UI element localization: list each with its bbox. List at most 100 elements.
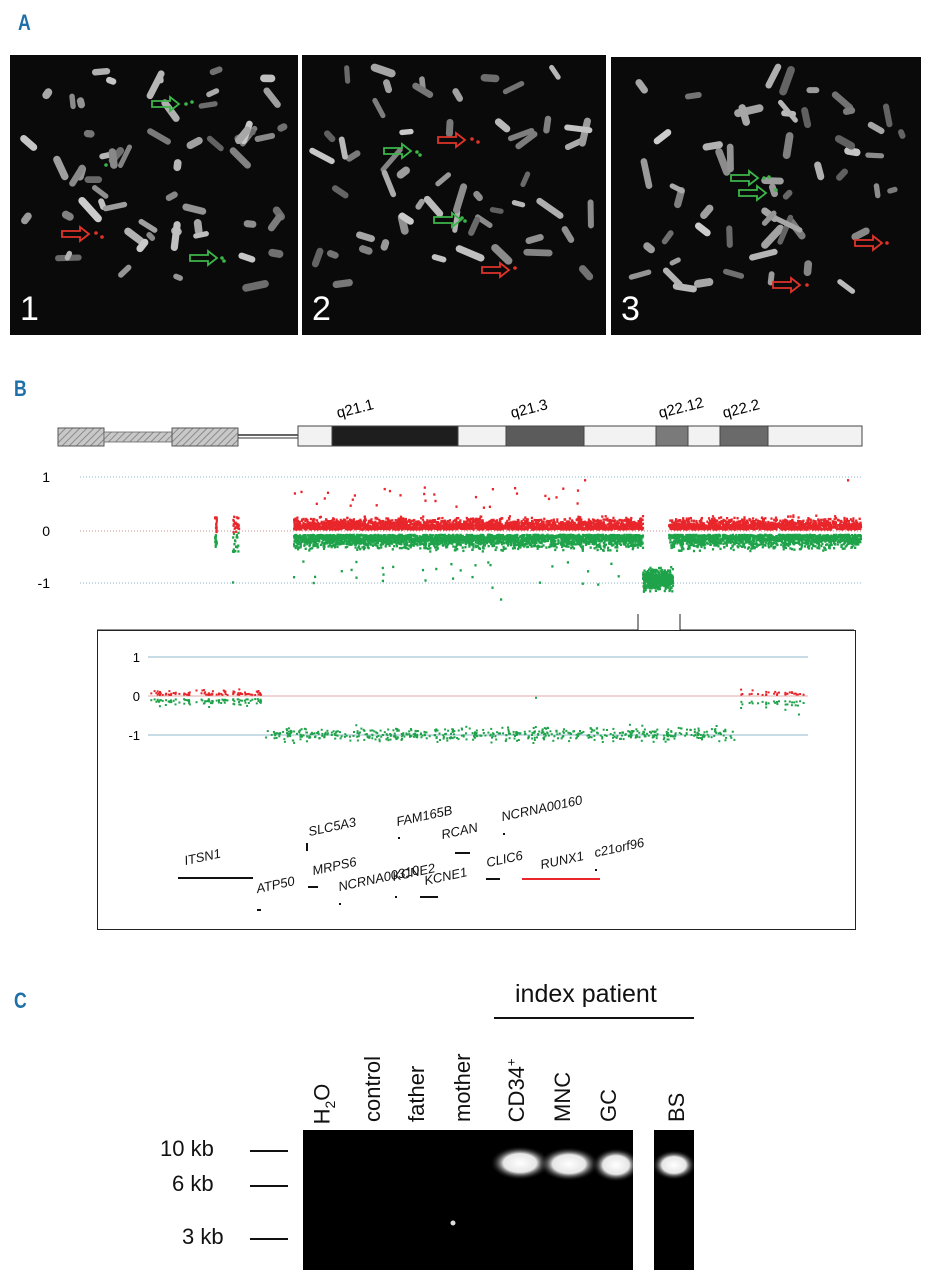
data-point <box>299 542 302 546</box>
data-point <box>235 534 238 537</box>
data-point <box>429 547 432 550</box>
data-point <box>439 525 443 529</box>
chromosome <box>502 81 525 95</box>
data-point <box>528 543 531 547</box>
data-point <box>618 538 621 541</box>
data-point <box>533 525 536 529</box>
data-point <box>615 524 618 528</box>
chromosome <box>206 88 220 98</box>
data-point <box>536 533 539 537</box>
data-point <box>379 522 382 525</box>
data-point <box>399 526 403 530</box>
chromosome <box>494 118 511 133</box>
data-point <box>627 543 630 546</box>
data-point <box>487 525 490 528</box>
data-point <box>428 544 431 548</box>
data-point <box>571 534 574 538</box>
data-point <box>504 521 507 525</box>
data-point <box>548 521 551 524</box>
red-arrow <box>61 225 91 243</box>
data-point <box>461 536 464 540</box>
data-point <box>413 542 416 546</box>
data-point <box>475 526 478 529</box>
data-point <box>629 524 632 527</box>
data-point <box>346 545 349 548</box>
data-point <box>481 539 484 542</box>
data-point <box>489 541 492 544</box>
chromosome <box>344 65 351 84</box>
data-point <box>324 542 327 545</box>
data-point <box>570 522 573 525</box>
data-point <box>598 544 601 547</box>
data-point <box>520 521 524 524</box>
data-point <box>520 544 523 547</box>
data-point <box>572 538 575 541</box>
data-point <box>520 536 523 540</box>
panel-b-letter: B <box>14 376 27 401</box>
data-point <box>358 541 361 545</box>
data-point <box>479 525 482 528</box>
data-point <box>595 544 598 547</box>
data-point <box>350 519 353 522</box>
green-arrow <box>189 249 219 267</box>
chromosome <box>489 207 504 214</box>
chromosome <box>412 82 434 98</box>
data-point <box>531 526 534 529</box>
data-point <box>436 521 439 524</box>
data-point <box>351 540 354 543</box>
data-point <box>348 538 351 541</box>
data-point <box>457 543 460 546</box>
data-point <box>441 516 444 520</box>
chromosome <box>715 147 731 176</box>
data-point <box>433 520 436 524</box>
data-point <box>451 533 454 537</box>
data-point <box>487 544 490 548</box>
data-point <box>508 515 511 518</box>
data-point <box>566 520 569 523</box>
data-point <box>328 535 331 539</box>
chromosome <box>842 106 856 115</box>
data-point <box>215 522 218 526</box>
data-point <box>501 540 504 544</box>
chromosome <box>21 212 32 225</box>
band-q22-2 <box>719 425 769 447</box>
data-point <box>317 538 320 541</box>
data-point <box>628 519 632 522</box>
data-point <box>606 536 609 539</box>
data-point <box>356 548 359 551</box>
data-point <box>335 518 338 521</box>
chromosome <box>380 239 390 251</box>
data-point <box>499 539 502 542</box>
data-point <box>410 527 413 530</box>
data-point <box>497 537 500 540</box>
data-point <box>540 528 543 531</box>
data-point <box>336 526 339 529</box>
data-point <box>303 527 306 530</box>
data-point <box>437 517 440 520</box>
chromosome <box>383 79 393 94</box>
chromosome <box>782 189 793 200</box>
data-point <box>485 528 489 531</box>
green-signal <box>774 188 778 192</box>
chromosome <box>146 70 165 100</box>
chromosome <box>640 158 653 189</box>
chromosome <box>209 66 223 76</box>
data-point <box>409 546 412 549</box>
chromosome <box>138 218 158 233</box>
chromosome <box>491 243 513 265</box>
data-point <box>440 520 444 523</box>
data-point <box>437 528 440 531</box>
data-point <box>407 547 410 551</box>
data-point <box>391 533 394 537</box>
band-q21-2 <box>457 425 507 447</box>
data-point <box>413 541 416 544</box>
data-point <box>542 539 545 543</box>
data-point <box>419 540 422 543</box>
data-point <box>618 528 622 531</box>
data-point <box>485 521 488 524</box>
data-point <box>413 537 416 540</box>
chromosome-ideogram: q21.1 q21.3 q22.12 q22.2 <box>57 394 863 447</box>
chromosome <box>669 257 681 266</box>
data-point <box>237 544 240 547</box>
data-point <box>341 537 345 540</box>
